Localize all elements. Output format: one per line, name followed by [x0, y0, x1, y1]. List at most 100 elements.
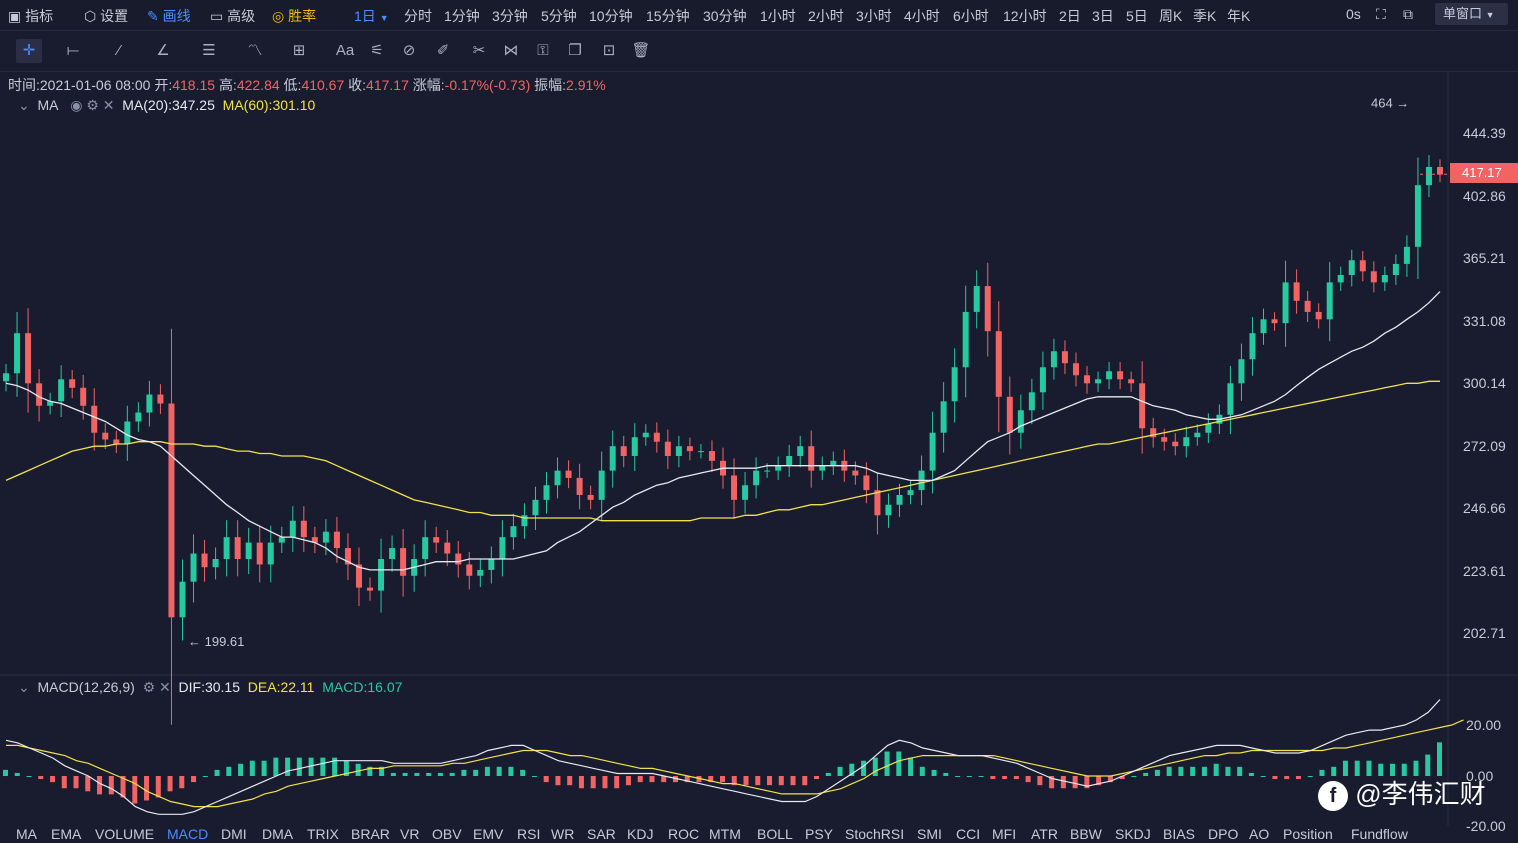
collapse-icon[interactable]: ⌄ [18, 97, 30, 113]
gear-icon[interactable]: ⚙ [142, 679, 156, 695]
indicator-tab-bbw[interactable]: BBW [1070, 826, 1102, 842]
horizontal-ray-icon[interactable]: ⟝ [66, 42, 80, 59]
interval-14[interactable]: 3日 [1092, 8, 1114, 24]
interval-10[interactable]: 4小时 [904, 8, 940, 24]
interval-16[interactable]: 周K [1159, 8, 1183, 24]
visibility-icon[interactable]: ⋈ [503, 42, 519, 59]
indicator-tab-dmi[interactable]: DMI [221, 826, 247, 842]
close-icon[interactable]: ✕ [159, 679, 171, 695]
indicator-tab-trix[interactable]: TRIX [307, 826, 339, 842]
indicator-tab-skdj[interactable]: SKDJ [1115, 826, 1151, 842]
winrate-menu[interactable]: ◎ 胜率 [272, 6, 316, 26]
copy-icon[interactable]: ❐ [568, 42, 582, 59]
settings-menu[interactable]: ⬡ 设置 [84, 6, 128, 26]
interval-9[interactable]: 3小时 [856, 8, 892, 24]
macd-histogram-bar [543, 776, 549, 783]
interval-2[interactable]: 3分钟 [492, 8, 528, 24]
indicator-menu[interactable]: ▣ 指标 [8, 6, 53, 26]
dif-value: DIF:30.15 [178, 679, 241, 695]
interval-7[interactable]: 1小时 [760, 8, 796, 24]
layers-icon[interactable]: ⊡ [602, 42, 616, 59]
indicator-tab-rsi[interactable]: RSI [517, 826, 541, 842]
dea-line [6, 719, 1464, 808]
interval-12[interactable]: 12小时 [1003, 8, 1047, 24]
indicator-tab-bias[interactable]: BIAS [1163, 826, 1195, 842]
interval-dropdown[interactable]: 1日 ▼ [354, 6, 389, 26]
indicator-tab-obv[interactable]: OBV [432, 826, 462, 842]
indicator-tab-atr[interactable]: ATR [1031, 826, 1058, 842]
amplitude-label: 振幅: [534, 77, 567, 93]
grid-tool-icon[interactable]: ⊞ [292, 42, 306, 59]
candle-body [455, 553, 462, 565]
window-mode-select[interactable]: 单窗口 ▼ [1435, 3, 1508, 25]
draw-menu[interactable]: ✎ 画线 [147, 6, 191, 26]
indicator-tab-volume[interactable]: VOLUME [95, 826, 155, 842]
candle-body [1326, 282, 1333, 320]
interval-4[interactable]: 10分钟 [589, 8, 633, 24]
gear-icon[interactable]: ⚙ [86, 97, 99, 113]
parallel-lines-icon[interactable]: ☰ [202, 42, 216, 59]
indicator-tab-ao[interactable]: AO [1249, 826, 1270, 842]
indicator-tab-sar[interactable]: SAR [587, 826, 616, 842]
indicator-tab-fundflow[interactable]: Fundflow [1351, 826, 1408, 842]
indicator-tab-psy[interactable]: PSY [805, 826, 834, 842]
trendline-icon[interactable]: ⁄ [117, 42, 121, 59]
text-tool-icon[interactable]: Aa [335, 42, 355, 59]
dea-value: DEA:22.11 [247, 679, 315, 695]
macd-histogram-bar [837, 766, 843, 776]
indicator-tab-position[interactable]: Position [1283, 826, 1333, 842]
close-icon[interactable]: ✕ [102, 97, 115, 113]
interval-8[interactable]: 2小时 [808, 8, 844, 24]
indicator-tab-kdj[interactable]: KDJ [627, 826, 654, 842]
indicator-tab-wr[interactable]: WR [551, 826, 575, 842]
indicator-tab-brar[interactable]: BRAR [351, 826, 390, 842]
indicator-tab-cci[interactable]: CCI [956, 826, 981, 842]
indicator-tab-mtm[interactable]: MTM [709, 826, 741, 842]
indicator-tab-dpo[interactable]: DPO [1208, 826, 1239, 842]
interval-3[interactable]: 5分钟 [541, 8, 577, 24]
indicator-tab-emv[interactable]: EMV [473, 826, 504, 842]
indicator-tab-roc[interactable]: ROC [668, 826, 700, 842]
indicator-tab-boll[interactable]: BOLL [757, 826, 793, 842]
macd-histogram-bar [1378, 763, 1384, 776]
candle-body [300, 520, 307, 538]
trash-icon[interactable]: 🗑 [631, 42, 651, 59]
indicator-tab-macd[interactable]: MACD [167, 826, 209, 842]
popout-icon[interactable]: ⧉ [1403, 6, 1413, 22]
eraser-icon[interactable]: ✂ [472, 42, 486, 59]
candle-body [984, 286, 991, 332]
wave-icon[interactable]: 〽 [247, 42, 263, 59]
fullscreen-icon[interactable]: ⛶ [1376, 6, 1386, 22]
eye-icon[interactable]: ◉ [70, 97, 83, 113]
candle-body [697, 451, 704, 453]
macd-histogram-bar [814, 776, 820, 780]
macd-histogram-bar [3, 769, 8, 776]
pattern-icon[interactable]: ⚟ [370, 42, 384, 59]
indicator-tab-stochrsi[interactable]: StochRSI [845, 826, 905, 842]
interval-13[interactable]: 2日 [1059, 8, 1081, 24]
advanced-menu[interactable]: ▭ 高级 [210, 6, 255, 26]
candle-body [1128, 379, 1135, 384]
indicator-tab-vr[interactable]: VR [400, 826, 420, 842]
interval-5[interactable]: 15分钟 [646, 8, 690, 24]
interval-15[interactable]: 5日 [1126, 8, 1148, 24]
angle-icon[interactable]: ∠ [156, 42, 170, 59]
interval-1[interactable]: 1分钟 [444, 8, 480, 24]
indicator-tab-smi[interactable]: SMI [917, 826, 942, 842]
indicator-tab-ema[interactable]: EMA [51, 826, 82, 842]
interval-17[interactable]: 季K [1193, 8, 1217, 24]
interval-11[interactable]: 6小时 [953, 8, 989, 24]
indicator-tab-ma[interactable]: MA [16, 826, 37, 842]
measure-icon[interactable]: ✐ [436, 42, 450, 59]
candle-body [1437, 166, 1443, 175]
crosshair-icon[interactable]: ✛ [16, 39, 42, 63]
collapse-icon[interactable]: ⌄ [18, 679, 30, 695]
interval-0[interactable]: 分时 [404, 8, 432, 24]
interval-6[interactable]: 30分钟 [703, 8, 747, 24]
indicator-tab-mfi[interactable]: MFI [992, 826, 1017, 842]
indicator-tab-dma[interactable]: DMA [262, 826, 294, 842]
magnet-icon[interactable]: ⊘ [402, 42, 416, 59]
interval-18[interactable]: 年K [1227, 8, 1251, 24]
lock-icon[interactable]: ⚿ [537, 42, 549, 59]
